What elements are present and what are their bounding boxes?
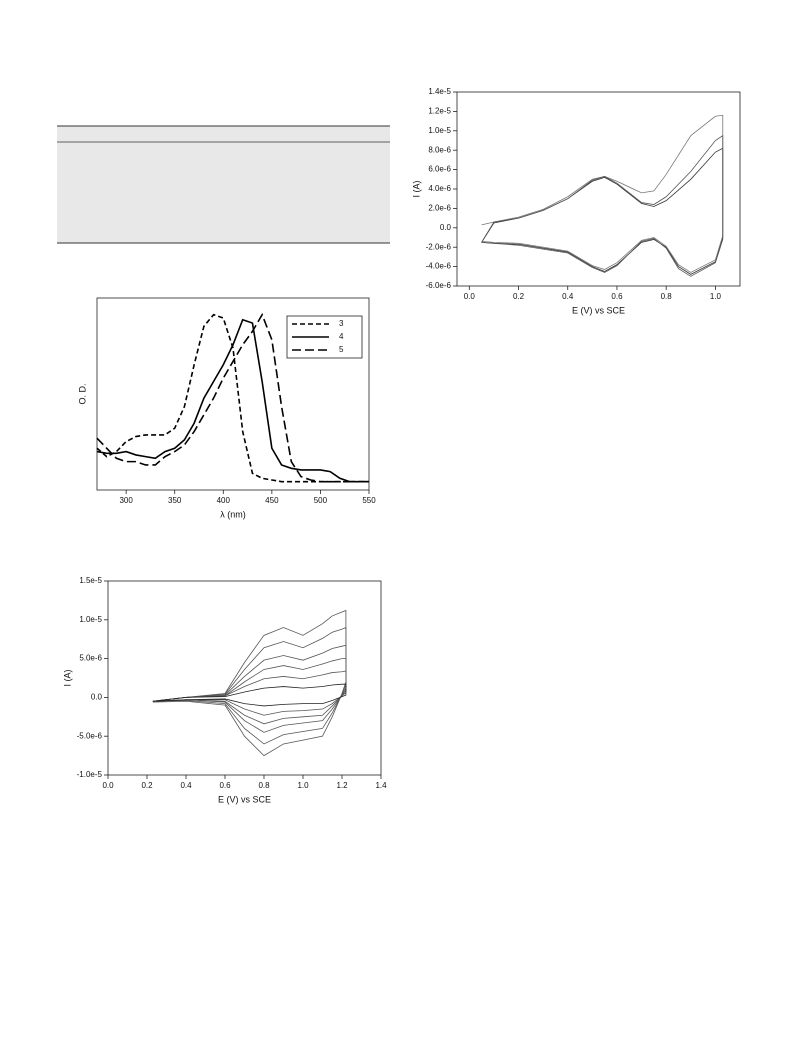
- y-tick-label: 1.2e-5: [428, 107, 451, 116]
- x-tick-label: 0.2: [513, 292, 525, 301]
- y-tick-label: 1.4e-5: [428, 87, 451, 96]
- x-tick-label: 0.8: [661, 292, 673, 301]
- x-tick-label: 0.0: [464, 292, 476, 301]
- data-line: [152, 644, 347, 733]
- x-tick-label: 1.2: [336, 781, 348, 790]
- data-line: [152, 609, 347, 757]
- x-axis-label: λ (nm): [220, 509, 246, 519]
- plot-frame: [456, 91, 741, 287]
- x-axis-label: E (V) vs SCE: [572, 305, 625, 315]
- x-tick-label: 0.4: [562, 292, 574, 301]
- data-line: [96, 312, 369, 483]
- data-line: [481, 147, 724, 275]
- y-tick-label: -1.0e-5: [77, 770, 103, 779]
- y-tick-label: 0.0: [91, 693, 103, 702]
- x-tick-label: 0.6: [611, 292, 623, 301]
- x-tick-label: 0.2: [141, 781, 153, 790]
- x-tick-label: 300: [119, 496, 133, 505]
- y-axis-label: O. D.: [77, 383, 87, 404]
- y-tick-label: 2.0e-6: [428, 204, 451, 213]
- y-tick-label: -6.0e-6: [426, 281, 452, 290]
- data-line: [152, 670, 347, 716]
- y-tick-label: 4.0e-6: [428, 184, 451, 193]
- x-tick-label: 400: [217, 496, 231, 505]
- data-line: [96, 318, 369, 483]
- x-tick-label: 0.0: [102, 781, 114, 790]
- data-line: [152, 626, 347, 745]
- table-box: [57, 126, 390, 243]
- y-tick-label: -5.0e-6: [77, 731, 103, 740]
- x-axis-label: E (V) vs SCE: [218, 794, 271, 804]
- y-tick-label: 5.0e-6: [79, 654, 102, 663]
- y-tick-label: 1.0e-5: [79, 615, 102, 624]
- legend-label: 5: [339, 345, 344, 354]
- y-tick-label: 8.0e-6: [428, 145, 451, 154]
- plot-frame: [107, 580, 382, 776]
- y-tick-label: 1.5e-5: [79, 576, 102, 585]
- legend-label: 4: [339, 332, 344, 341]
- x-tick-label: 0.8: [258, 781, 270, 790]
- data-line: [481, 134, 724, 277]
- x-tick-label: 500: [314, 496, 328, 505]
- plot-frame: [96, 297, 370, 491]
- data-line: [152, 683, 347, 707]
- y-axis-label: I (A): [411, 180, 421, 197]
- y-tick-label: 1.0e-5: [428, 126, 451, 135]
- x-tick-label: 450: [265, 496, 279, 505]
- y-tick-label: -4.0e-6: [426, 262, 452, 271]
- legend-label: 3: [339, 319, 344, 328]
- y-axis-label: I (A): [62, 669, 72, 686]
- y-tick-label: -2.0e-6: [426, 242, 452, 251]
- x-tick-label: 0.6: [219, 781, 231, 790]
- data-line: [481, 114, 724, 273]
- y-tick-label: 6.0e-6: [428, 165, 451, 174]
- x-tick-label: 1.4: [375, 781, 387, 790]
- x-tick-label: 550: [362, 496, 376, 505]
- x-tick-label: 1.0: [297, 781, 309, 790]
- x-tick-label: 0.4: [180, 781, 192, 790]
- x-tick-label: 350: [168, 496, 182, 505]
- x-tick-label: 1.0: [710, 292, 722, 301]
- y-tick-label: 0.0: [440, 223, 452, 232]
